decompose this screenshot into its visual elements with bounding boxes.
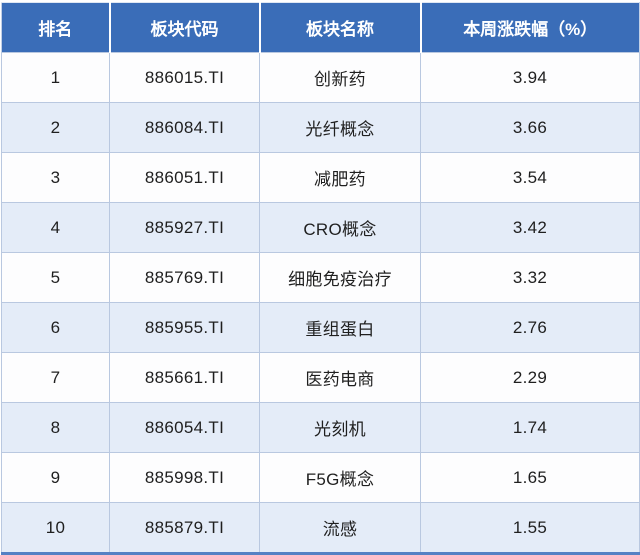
cell-code: 886054.TI [109, 402, 260, 453]
table-row: 7 885661.TI 医药电商 2.29 [1, 352, 640, 403]
cell-name: 光纤概念 [259, 102, 421, 153]
cell-change: 1.74 [420, 402, 640, 453]
cell-rank: 10 [1, 502, 110, 554]
cell-code: 885879.TI [109, 502, 260, 554]
cell-change: 1.55 [420, 502, 640, 554]
cell-name: 创新药 [259, 52, 421, 103]
table-row: 5 885769.TI 细胞免疫治疗 3.32 [1, 252, 640, 303]
cell-rank: 1 [1, 52, 110, 103]
cell-code: 885661.TI [109, 352, 260, 403]
cell-name: 医药电商 [259, 352, 421, 403]
table-row: 1 886015.TI 创新药 3.94 [1, 52, 640, 103]
cell-name: F5G概念 [259, 452, 421, 503]
col-header-code: 板块代码 [108, 2, 260, 53]
table-row: 2 886084.TI 光纤概念 3.66 [1, 102, 640, 153]
cell-code: 885769.TI [109, 252, 260, 303]
cell-change: 3.54 [420, 152, 640, 203]
table-row: 6 885955.TI 重组蛋白 2.76 [1, 302, 640, 353]
cell-code: 885927.TI [109, 202, 260, 253]
cell-rank: 9 [1, 452, 110, 503]
cell-code: 885998.TI [109, 452, 260, 503]
table-row: 9 885998.TI F5G概念 1.65 [1, 452, 640, 503]
cell-rank: 6 [1, 302, 110, 353]
cell-rank: 7 [1, 352, 110, 403]
cell-change: 3.42 [420, 202, 640, 253]
cell-change: 1.65 [420, 452, 640, 503]
cell-code: 886015.TI [109, 52, 260, 103]
col-header-name: 板块名称 [258, 2, 421, 53]
table-row: 3 886051.TI 减肥药 3.54 [1, 152, 640, 203]
cell-change: 3.66 [420, 102, 640, 153]
table-row: 10 885879.TI 流感 1.55 [1, 502, 640, 554]
table-row: 4 885927.TI CRO概念 3.42 [1, 202, 640, 253]
table-header: 排名 板块代码 板块名称 本周涨跌幅（%） [1, 2, 640, 53]
cell-name: 流感 [259, 502, 421, 554]
table-row: 8 886054.TI 光刻机 1.74 [1, 402, 640, 453]
cell-code: 885955.TI [109, 302, 260, 353]
cell-code: 886051.TI [109, 152, 260, 203]
col-header-rank: 排名 [1, 2, 110, 53]
cell-rank: 4 [1, 202, 110, 253]
cell-name: 重组蛋白 [259, 302, 421, 353]
cell-name: CRO概念 [259, 202, 421, 253]
cell-rank: 2 [1, 102, 110, 153]
cell-name: 减肥药 [259, 152, 421, 203]
cell-change: 3.32 [420, 252, 640, 303]
header-row: 排名 板块代码 板块名称 本周涨跌幅（%） [1, 2, 640, 53]
cell-name: 光刻机 [259, 402, 421, 453]
cell-change: 2.76 [420, 302, 640, 353]
table-body: 1 886015.TI 创新药 3.94 2 886084.TI 光纤概念 3.… [1, 52, 640, 554]
cell-change: 3.94 [420, 52, 640, 103]
cell-rank: 5 [1, 252, 110, 303]
cell-code: 886084.TI [109, 102, 260, 153]
cell-rank: 8 [1, 402, 110, 453]
cell-name: 细胞免疫治疗 [259, 252, 421, 303]
cell-rank: 3 [1, 152, 110, 203]
cell-change: 2.29 [420, 352, 640, 403]
col-header-change: 本周涨跌幅（%） [419, 2, 640, 53]
